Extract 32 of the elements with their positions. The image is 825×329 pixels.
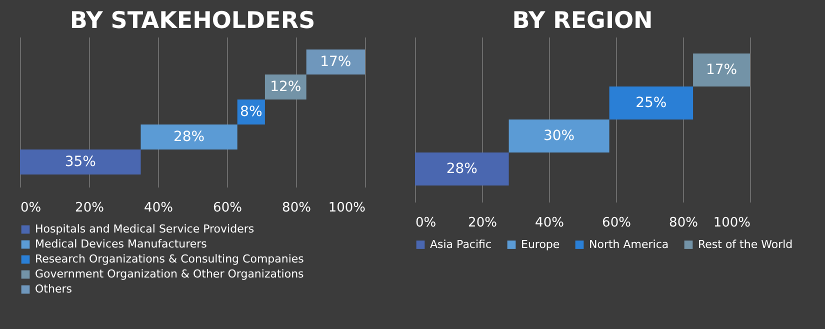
legend-label: Hospitals and Medical Service Providers — [35, 222, 254, 236]
legend-label: Government Organization & Other Organizations — [35, 268, 304, 280]
data-label: 17% — [706, 62, 738, 78]
data-label: 28% — [173, 129, 205, 145]
data-label: 30% — [543, 128, 575, 144]
x-tick-label: 0% — [416, 216, 436, 230]
x-tick-label: 60% — [602, 216, 631, 230]
x-tick-label: 80% — [282, 200, 311, 216]
legend-label: Research Organizations & Consulting Companies — [35, 252, 304, 266]
data-label: 8% — [240, 104, 262, 120]
x-tick-label: 80% — [669, 216, 698, 230]
legend-label: Europe — [521, 238, 560, 251]
x-tick-label: 40% — [535, 216, 564, 230]
x-tick-label: 20% — [75, 200, 104, 216]
data-label: 35% — [64, 154, 96, 170]
x-tick-label: 0% — [20, 200, 42, 216]
legend-label: Medical Devices Manufacturers — [35, 238, 208, 250]
x-tick-label: 100% — [328, 200, 366, 216]
legend-label: Others — [35, 282, 72, 296]
x-tick-label: 100% — [713, 216, 750, 230]
data-label: 28% — [446, 161, 478, 177]
chart-title: BY REGION — [512, 8, 653, 34]
legend-label: Rest of the World — [698, 238, 793, 251]
legend-label: Asia Pacific — [430, 238, 492, 251]
chart-title: BY STAKEHOLDERS — [70, 8, 316, 34]
x-tick-label: 20% — [468, 216, 497, 230]
x-tick-label: 60% — [213, 200, 242, 216]
data-label: 12% — [270, 79, 302, 95]
data-label: 17% — [320, 54, 352, 70]
legend-label: North America — [589, 238, 669, 251]
x-tick-label: 40% — [144, 200, 173, 216]
data-label: 25% — [636, 95, 667, 111]
